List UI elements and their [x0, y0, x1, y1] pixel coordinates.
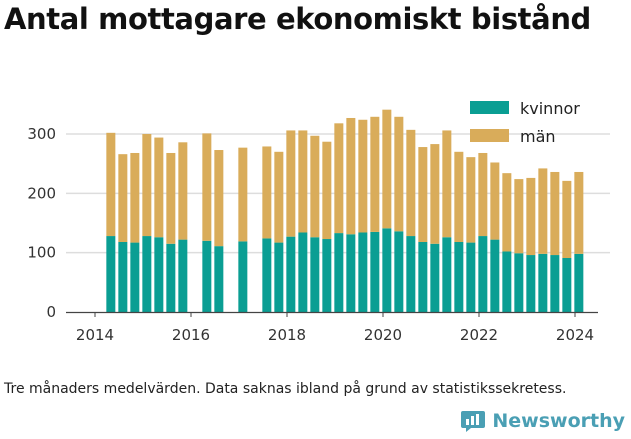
- bar-man: [514, 179, 524, 254]
- bar-kvinnor: [550, 255, 560, 312]
- x-tick-label: 2018: [268, 326, 306, 344]
- bar-kvinnor: [382, 228, 392, 312]
- bar-kvinnor: [442, 237, 452, 312]
- bar-kvinnor: [430, 243, 440, 312]
- bar-man: [322, 141, 332, 240]
- bar-kvinnor: [262, 238, 272, 312]
- bar-man: [562, 180, 572, 259]
- bar-man: [526, 177, 536, 256]
- bar-chart-icon: [461, 411, 486, 432]
- bar-kvinnor: [478, 236, 488, 312]
- caption: Tre månaders medelvärden. Data saknas ib…: [4, 381, 567, 397]
- bar-kvinnor: [454, 241, 464, 312]
- bar-man: [358, 119, 368, 233]
- bar-kvinnor: [118, 241, 128, 312]
- bar-kvinnor: [166, 243, 176, 312]
- bar-man: [346, 117, 356, 235]
- y-tick-label: 300: [27, 125, 56, 143]
- bar-man: [274, 151, 284, 243]
- x-tick-label: 2014: [76, 326, 114, 344]
- bar-kvinnor: [322, 239, 332, 312]
- bar-man: [214, 150, 224, 247]
- bar-man: [478, 152, 488, 237]
- bar-man: [466, 157, 476, 243]
- bar-man: [574, 171, 584, 254]
- bar-kvinnor: [286, 236, 296, 312]
- brand-name: Newsworthy: [492, 410, 625, 432]
- bar-man: [430, 144, 440, 244]
- bars: [106, 109, 584, 312]
- bar-kvinnor: [274, 242, 284, 312]
- bar-man: [370, 116, 380, 232]
- bar-kvinnor: [538, 253, 548, 312]
- bar-kvinnor: [370, 231, 380, 312]
- y-tick-label: 100: [27, 244, 56, 262]
- bar-man: [262, 146, 272, 239]
- legend: kvinnor män: [470, 99, 580, 146]
- bar-kvinnor: [346, 234, 356, 312]
- bar-kvinnor: [298, 232, 308, 312]
- bar-kvinnor: [502, 251, 512, 312]
- x-axis-ticks: 2014 2016 2018 2020 2022 2024: [76, 312, 594, 344]
- bar-kvinnor: [394, 231, 404, 312]
- bar-man: [394, 116, 404, 232]
- bar-kvinnor: [154, 237, 164, 312]
- bar-man: [298, 130, 308, 233]
- bar-kvinnor: [466, 242, 476, 312]
- brand-logo: Newsworthy: [460, 408, 625, 434]
- bar-man: [166, 152, 176, 244]
- bar-man: [550, 171, 560, 256]
- bar-man: [454, 151, 464, 242]
- bar-kvinnor: [214, 246, 224, 312]
- legend-label-kvinnor: kvinnor: [520, 99, 580, 118]
- bar-man: [418, 147, 428, 242]
- bar-man: [442, 130, 452, 238]
- bar-kvinnor: [526, 255, 536, 312]
- bar-man: [118, 154, 128, 242]
- bar-man: [490, 162, 500, 240]
- y-axis-tick-labels: 0 100 200 300: [27, 125, 56, 321]
- bar-kvinnor: [178, 239, 188, 312]
- x-tick-label: 2020: [364, 326, 402, 344]
- bar-kvinnor: [514, 253, 524, 312]
- bar-kvinnor: [106, 236, 116, 312]
- bar-man: [406, 129, 416, 237]
- bar-man: [106, 132, 116, 237]
- bar-kvinnor: [334, 233, 344, 312]
- bar-kvinnor: [490, 239, 500, 312]
- bar-kvinnor: [406, 236, 416, 312]
- bar-kvinnor: [142, 236, 152, 312]
- bar-man: [142, 134, 152, 237]
- bar-kvinnor: [574, 253, 584, 312]
- bar-man: [334, 123, 344, 234]
- x-tick-label: 2022: [460, 326, 498, 344]
- x-tick-label: 2016: [172, 326, 210, 344]
- page-title: Antal mottagare ekonomiskt bistånd: [4, 2, 591, 36]
- bar-man: [286, 130, 296, 237]
- y-tick-label: 200: [27, 184, 56, 202]
- legend-swatch-kvinnor: [470, 101, 509, 114]
- x-tick-label: 2024: [556, 326, 594, 344]
- bar-kvinnor: [130, 242, 140, 312]
- bar-kvinnor: [310, 237, 320, 312]
- stacked-bar-chart: 0 100 200 300 2014 2016 2018 2020 2022 2024 kvin…: [27, 99, 610, 344]
- bar-kvinnor: [238, 241, 248, 312]
- legend-swatch-man: [470, 129, 509, 142]
- bar-kvinnor: [358, 232, 368, 312]
- bar-kvinnor: [562, 258, 572, 312]
- bar-man: [154, 137, 164, 238]
- bar-man: [538, 168, 548, 254]
- bar-man: [310, 135, 320, 238]
- bar-kvinnor: [202, 240, 212, 312]
- bar-man: [502, 173, 512, 252]
- bar-man: [202, 133, 212, 241]
- bar-man: [382, 109, 392, 229]
- y-tick-label: 0: [46, 303, 56, 321]
- bar-man: [238, 147, 248, 242]
- legend-label-man: män: [520, 127, 556, 146]
- bar-man: [130, 152, 140, 243]
- bar-kvinnor: [418, 241, 428, 312]
- bar-man: [178, 142, 188, 240]
